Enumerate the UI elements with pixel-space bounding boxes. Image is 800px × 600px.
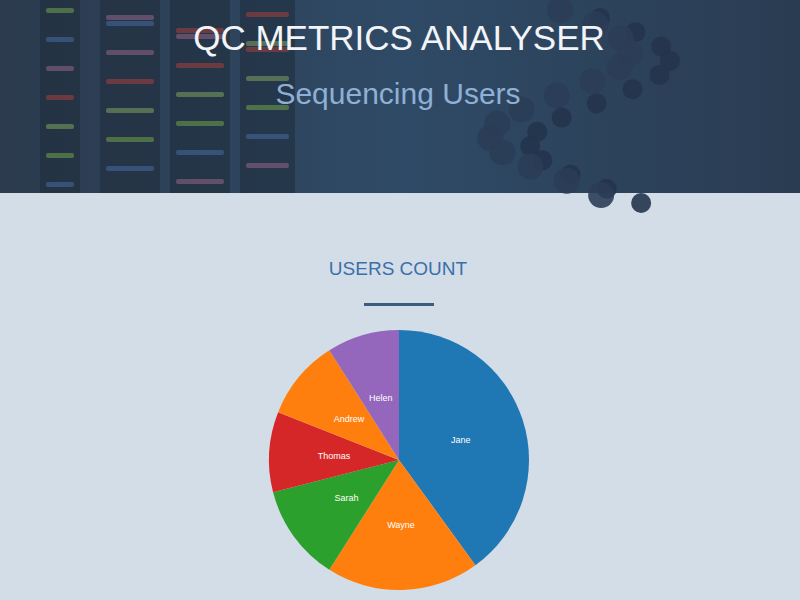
header-title: QC METRICS ANALYSER (193, 18, 605, 57)
title-underline (364, 303, 434, 306)
gel-band (246, 134, 289, 139)
gel-band (176, 179, 224, 184)
pie-slice (329, 330, 399, 460)
slice-label: Jane (451, 435, 471, 445)
helix-bead (588, 182, 614, 208)
gel-band (46, 182, 74, 187)
slice-label: Thomas (318, 451, 351, 461)
banner-background (0, 0, 800, 193)
helix-bead (623, 79, 643, 99)
gel-band (106, 108, 154, 113)
page-background (0, 0, 800, 600)
gel-band (176, 150, 224, 155)
helix-bead (554, 168, 580, 194)
gel-band (246, 12, 289, 17)
page: QC METRICS ANALYSER Sequencing Users USERS… (0, 0, 800, 600)
helix-bead (552, 108, 572, 128)
gel-band (46, 124, 74, 129)
gel-band (246, 163, 289, 168)
slice-label: Wayne (387, 520, 415, 530)
gel-band (46, 95, 74, 100)
gel-band (176, 63, 224, 68)
gel-band (106, 21, 154, 26)
pie (269, 330, 529, 590)
helix-bead (518, 154, 544, 180)
gel-band (106, 15, 154, 20)
gel-band (46, 66, 74, 71)
header-banner: QC METRICS ANALYSER Sequencing Users (0, 0, 800, 213)
gel-band (176, 121, 224, 126)
helix-bead (544, 82, 570, 108)
gel-band (46, 37, 74, 42)
helix-bead (580, 68, 606, 94)
chart-title: USERS COUNT (329, 258, 468, 279)
pie-labels: Jane Wayne Sarah Thomas Andrew Helen (318, 393, 471, 530)
gel-band (46, 8, 74, 13)
slice-label: Sarah (334, 493, 358, 503)
gel-lane (40, 0, 80, 193)
helix-bead (489, 139, 515, 165)
gel-band (106, 166, 154, 171)
gel-band (106, 137, 154, 142)
gel-lane (100, 0, 160, 193)
slice-label: Andrew (334, 414, 365, 424)
header-subtitle: Sequencing Users (275, 77, 520, 110)
helix-bead (587, 93, 607, 113)
helix-bead (631, 193, 651, 213)
gel-band (106, 50, 154, 55)
helix-bead (649, 65, 669, 85)
gel-band (46, 153, 74, 158)
gel-band (176, 92, 224, 97)
helix-bead (606, 54, 632, 80)
slice-label: Helen (369, 393, 393, 403)
gel-band (106, 79, 154, 84)
